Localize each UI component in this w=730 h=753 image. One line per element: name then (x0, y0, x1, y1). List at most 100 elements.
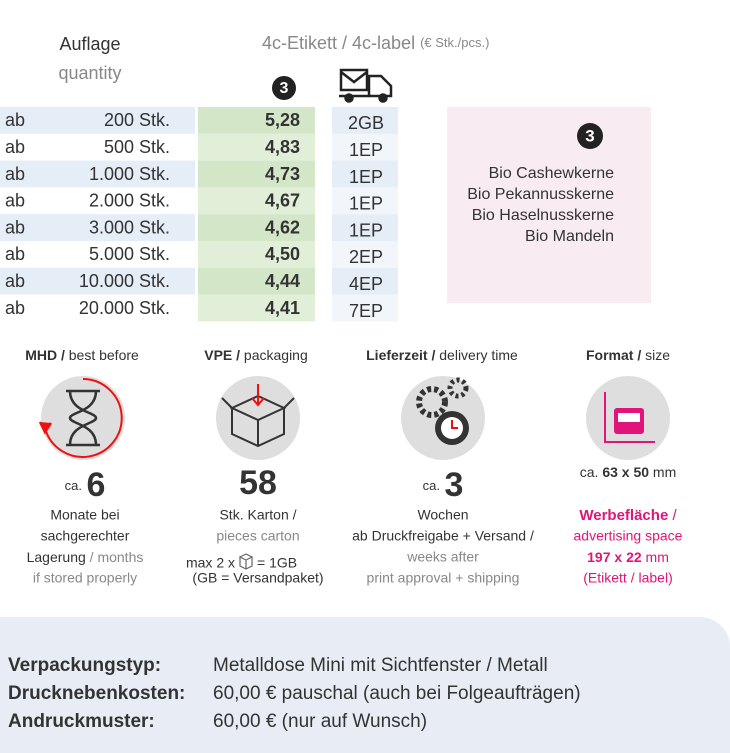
quantity: 2.000 Stk. (89, 191, 170, 211)
row-bg (0, 267, 195, 295)
quantity: 200 Stk. (104, 110, 170, 130)
package: 7EP (349, 301, 383, 321)
price-bg (198, 107, 315, 134)
info-title: Format / size (586, 347, 670, 363)
price-bg (198, 160, 315, 188)
info-line: ca. 63 x 50 mm (580, 464, 677, 480)
price-bg (198, 214, 315, 241)
hourglass-icon (38, 378, 123, 458)
package: 2EP (349, 247, 383, 267)
details: Verpackungstyp: Metalldose Mini mit Sicht… (8, 655, 581, 732)
package: 1EP (349, 220, 383, 240)
price: 4,83 (265, 137, 300, 157)
info-line: (Etikett / label) (583, 570, 672, 586)
gears-icon (416, 377, 469, 445)
product-item: Bio Mandeln (525, 228, 614, 245)
price: 4,44 (265, 271, 300, 291)
price: 4,62 (265, 217, 300, 237)
icon-circle (41, 376, 125, 460)
prefix: ab (5, 110, 25, 130)
badge: 3 (280, 80, 289, 97)
prefix: ab (5, 164, 25, 184)
prefix: ab (5, 191, 25, 211)
info-line: if stored properly (33, 570, 137, 586)
box-icon (221, 384, 295, 448)
price: 4,67 (265, 191, 300, 211)
price-table: ab 200 Stk. 5,28 2GB ab 500 Stk. 4,83 1EP ab 1.00… (0, 107, 398, 322)
package-bg (332, 133, 398, 161)
row-bg (0, 241, 195, 268)
detail-value: 60,00 € (nur auf Wunsch) (213, 711, 427, 732)
quantity-header: Auflage (59, 34, 120, 54)
info-value: 58 (239, 464, 277, 502)
info-value: ca. 6 (65, 466, 106, 504)
info-line: print approval + shipping (367, 570, 520, 586)
info-line: (GB = Versandpaket) (192, 570, 323, 586)
info-line: sachgerechter (41, 528, 130, 544)
package: 1EP (349, 194, 383, 214)
quantity-header-en: quantity (58, 63, 121, 83)
info-line: ab Druckfreigabe + Versand / (352, 528, 534, 544)
prefix: ab (5, 271, 25, 291)
product-item: Bio Pekannusskerne (467, 186, 614, 203)
quantity: 3.000 Stk. (89, 217, 170, 237)
package: 2GB (348, 113, 384, 133)
product-box (447, 107, 651, 303)
info-title: Lieferzeit / delivery time (366, 347, 518, 363)
product-item: Bio Cashewkerne (489, 165, 615, 182)
row-bg (0, 214, 195, 241)
price: 4,73 (265, 164, 300, 184)
price-bg (198, 241, 315, 268)
info-line: Stk. Karton / (219, 507, 296, 523)
package: 1EP (349, 140, 383, 160)
info-line: = 1GB (257, 555, 297, 571)
format-icon (604, 392, 655, 443)
prefix: ab (5, 217, 25, 237)
price-bg (198, 187, 315, 215)
prefix: ab (5, 244, 25, 264)
label-header: 4c-Etikett / 4c-label (€ Stk./pcs.) (262, 33, 489, 53)
row-bg (0, 187, 195, 215)
product-item: Bio Haselnusskerne (472, 207, 614, 224)
quantity: 500 Stk. (104, 137, 170, 157)
package-bg (332, 214, 398, 241)
price: 4,41 (265, 298, 300, 318)
detail-label: Andruckmuster: (8, 711, 155, 732)
row-bg (0, 294, 195, 322)
info-line: max 2 x (186, 555, 235, 571)
price-bg (198, 267, 315, 295)
info-line: weeks after (406, 549, 479, 565)
row-bg (0, 107, 195, 134)
label-unit: (€ Stk./pcs.) (420, 35, 489, 50)
package-bg (332, 160, 398, 188)
info-line: Monate bei (50, 507, 119, 523)
info-line: 197 x 22 mm (587, 549, 669, 565)
prefix: ab (5, 137, 25, 157)
details-panel (0, 617, 730, 753)
detail-label: Drucknebenkosten: (8, 683, 185, 704)
quantity: 10.000 Stk. (79, 271, 170, 291)
info-line: Werbefläche / (579, 507, 677, 524)
detail-label: Verpackungstyp: (8, 655, 161, 676)
price: 4,50 (265, 244, 300, 264)
price: 5,28 (265, 110, 300, 130)
row-bg (0, 160, 195, 188)
detail-value: 60,00 € pauschal (auch bei Folgeaufträge… (213, 683, 581, 704)
package: 1EP (349, 167, 383, 187)
package: 4EP (349, 274, 383, 294)
package-bg (332, 187, 398, 215)
label-title: 4c-Etikett / 4c-label (262, 33, 415, 53)
icon-circle (216, 376, 300, 460)
quantity: 5.000 Stk. (89, 244, 170, 264)
info-title: MHD / best before (25, 347, 139, 363)
package-bg (332, 294, 398, 322)
product-badge-circle (577, 123, 603, 149)
package-bg (332, 241, 398, 268)
truck-icon (339, 68, 393, 103)
price-bg (198, 294, 315, 322)
row-bg (0, 133, 195, 161)
package-bg (332, 267, 398, 295)
product-badge: 3 (585, 126, 594, 145)
quantity: 20.000 Stk. (79, 298, 170, 318)
